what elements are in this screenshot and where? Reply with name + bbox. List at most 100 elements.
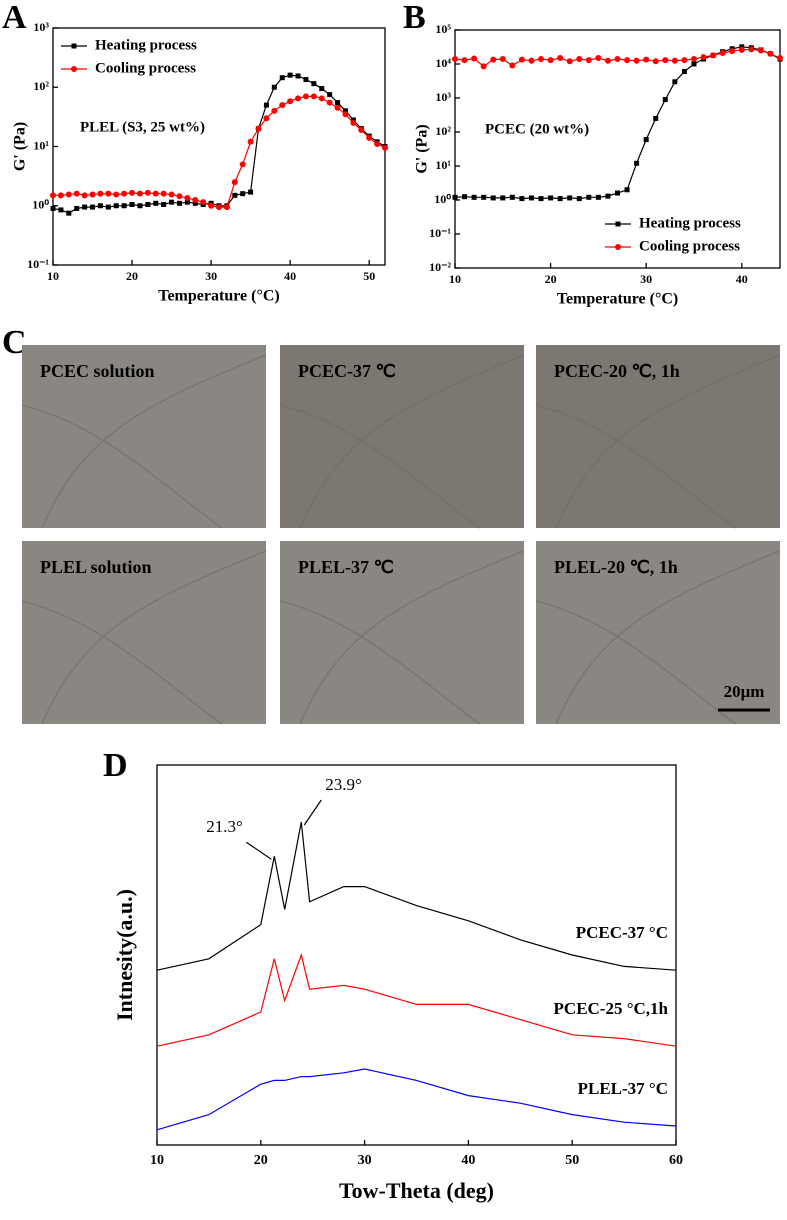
point bbox=[461, 57, 468, 64]
point bbox=[576, 196, 582, 202]
point bbox=[634, 160, 640, 166]
point bbox=[279, 75, 285, 81]
micrograph-label: PLEL solution bbox=[40, 557, 152, 577]
series-label: PLEL-37 °C bbox=[578, 1079, 668, 1098]
point bbox=[595, 55, 602, 62]
x-tick-label: 30 bbox=[640, 272, 652, 286]
point bbox=[490, 56, 497, 63]
point bbox=[153, 200, 159, 206]
micrograph-label: PLEL-20 ℃, 1h bbox=[554, 557, 678, 577]
legend-label: Heating process bbox=[95, 37, 197, 53]
point bbox=[719, 50, 726, 57]
point bbox=[74, 205, 80, 211]
point bbox=[216, 204, 222, 211]
point bbox=[342, 108, 348, 114]
point bbox=[160, 190, 167, 197]
point bbox=[700, 54, 707, 61]
legend-label: Cooling process bbox=[639, 238, 740, 254]
point bbox=[604, 57, 611, 64]
y-tick-label: 10⁰ bbox=[32, 198, 49, 212]
point bbox=[710, 52, 717, 59]
point bbox=[528, 195, 534, 201]
point bbox=[89, 191, 96, 198]
point bbox=[279, 102, 286, 109]
point bbox=[518, 56, 525, 63]
point bbox=[528, 57, 535, 64]
point bbox=[105, 190, 112, 197]
micrograph-label: PCEC solution bbox=[40, 361, 155, 381]
point bbox=[643, 137, 649, 143]
point bbox=[614, 56, 621, 63]
point bbox=[326, 99, 333, 106]
point bbox=[239, 161, 246, 168]
point bbox=[184, 195, 191, 202]
point bbox=[374, 141, 381, 148]
point bbox=[777, 55, 783, 62]
point bbox=[566, 58, 573, 65]
x-axis-label: Temperature (°C) bbox=[158, 288, 279, 305]
point bbox=[263, 102, 269, 108]
legend-label: Cooling process bbox=[95, 60, 196, 76]
y-tick-label: 10⁻² bbox=[429, 260, 451, 274]
point bbox=[223, 204, 230, 211]
y-tick-label: 10⁻¹ bbox=[429, 226, 451, 240]
point bbox=[681, 69, 687, 75]
micrograph-texture bbox=[279, 550, 525, 725]
annotation: 21.3° bbox=[206, 817, 243, 836]
annotation: 23.9° bbox=[325, 775, 362, 794]
point bbox=[319, 86, 325, 92]
point bbox=[662, 97, 668, 103]
point bbox=[255, 125, 262, 132]
point bbox=[310, 93, 317, 100]
point bbox=[176, 193, 183, 200]
series-line bbox=[156, 821, 677, 971]
point bbox=[557, 55, 564, 62]
point bbox=[248, 189, 254, 195]
point bbox=[509, 194, 515, 200]
point bbox=[548, 195, 554, 201]
point bbox=[145, 201, 151, 207]
x-tick-label: 30 bbox=[205, 269, 217, 283]
point bbox=[595, 194, 601, 200]
point bbox=[538, 56, 545, 63]
point bbox=[136, 190, 143, 197]
y-tick-label: 10⁰ bbox=[434, 192, 451, 206]
point bbox=[66, 210, 72, 216]
point bbox=[231, 179, 238, 186]
x-tick-label: 50 bbox=[363, 269, 375, 283]
point bbox=[615, 190, 620, 196]
x-tick-label: 10 bbox=[449, 272, 461, 286]
point bbox=[471, 55, 478, 62]
point bbox=[137, 203, 143, 209]
point bbox=[129, 201, 135, 207]
micrograph-texture bbox=[279, 354, 525, 529]
y-axis-label: G' (Pa) bbox=[414, 124, 431, 173]
x-tick-label: 60 bbox=[669, 1153, 683, 1168]
panel-letter: D bbox=[103, 747, 128, 784]
point bbox=[232, 192, 238, 198]
point bbox=[271, 107, 278, 114]
point bbox=[247, 138, 254, 145]
x-tick-label: 40 bbox=[736, 272, 748, 286]
point bbox=[50, 205, 56, 211]
point bbox=[192, 197, 199, 204]
series-line bbox=[53, 95, 386, 208]
point bbox=[65, 191, 72, 198]
point bbox=[168, 191, 175, 198]
legend-marker bbox=[71, 43, 77, 49]
point bbox=[538, 196, 544, 202]
x-tick-label: 20 bbox=[545, 272, 557, 286]
x-tick-label: 10 bbox=[47, 269, 59, 283]
y-tick-label: 10³ bbox=[435, 90, 451, 104]
point bbox=[50, 192, 56, 199]
point bbox=[295, 95, 302, 102]
point bbox=[452, 194, 458, 200]
point bbox=[499, 56, 506, 63]
point bbox=[633, 57, 640, 64]
point bbox=[480, 63, 487, 70]
point bbox=[738, 46, 745, 53]
point bbox=[691, 61, 697, 67]
point bbox=[287, 98, 294, 105]
panel-letter: A bbox=[2, 0, 27, 36]
